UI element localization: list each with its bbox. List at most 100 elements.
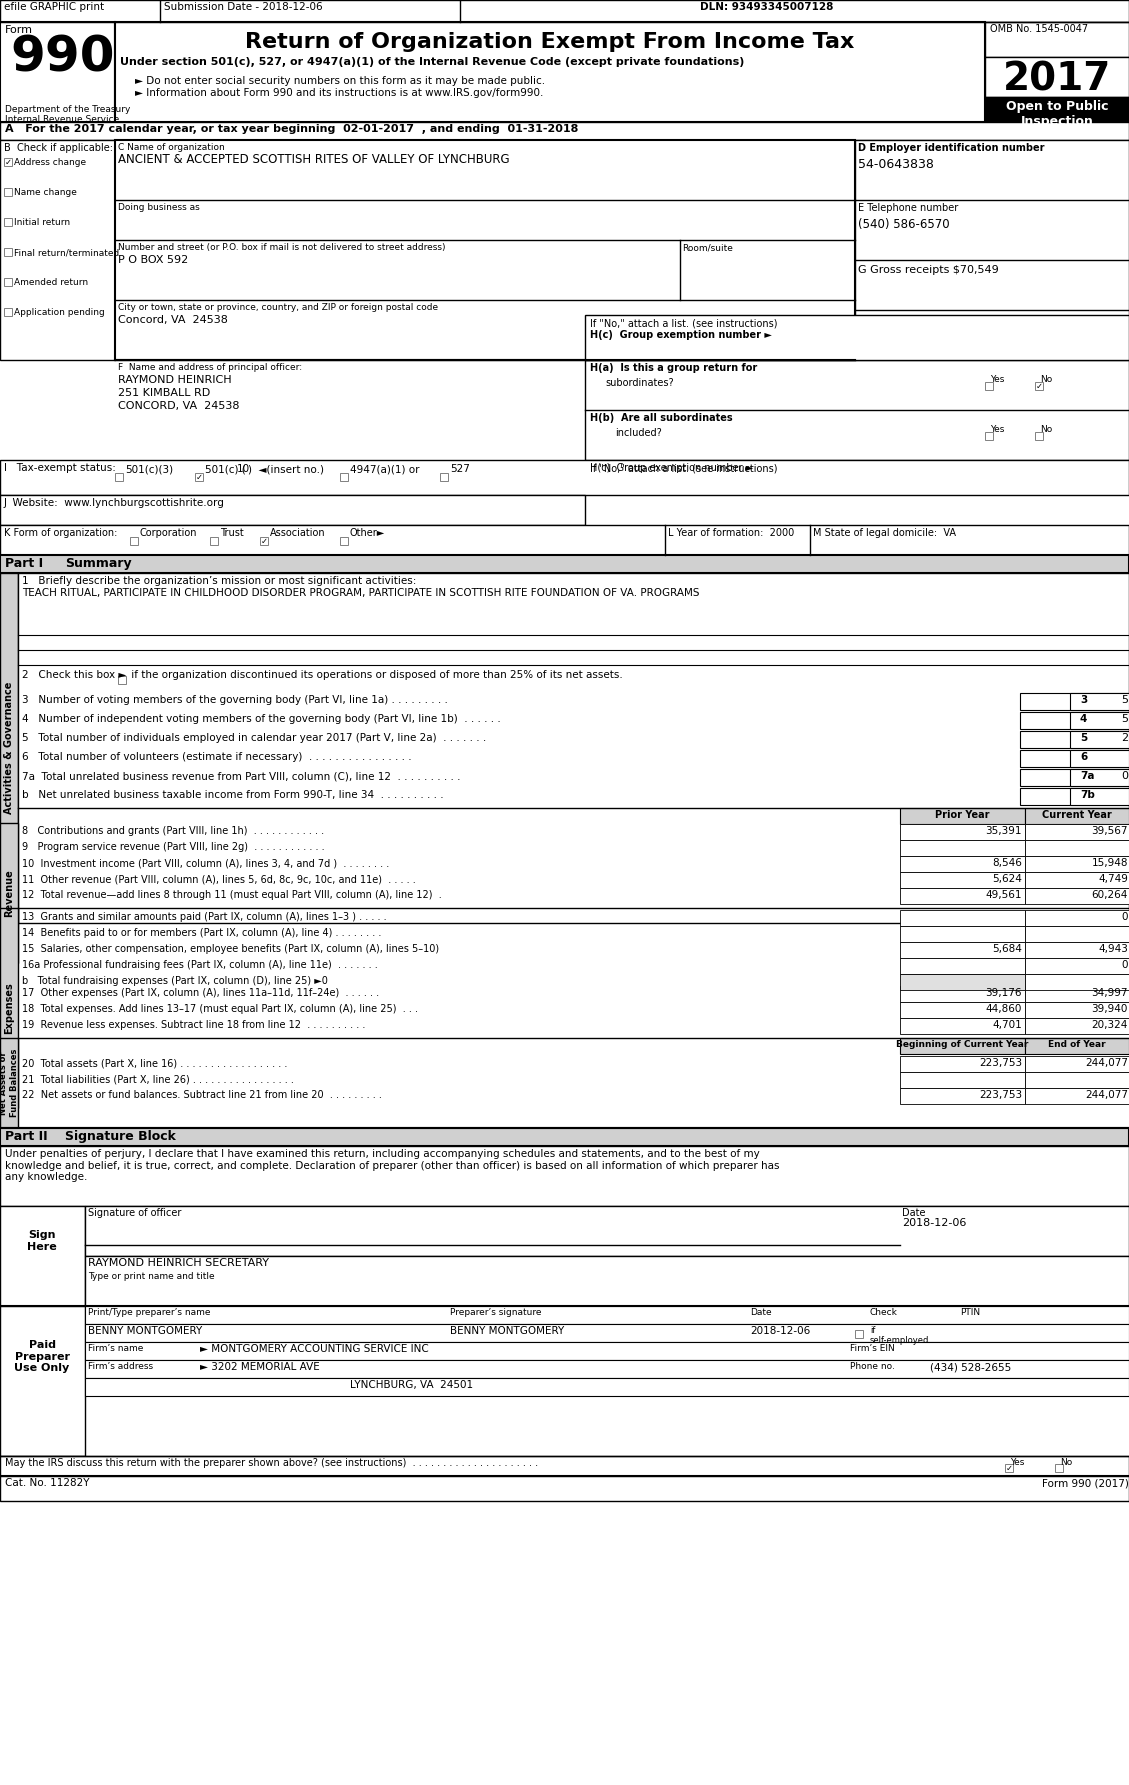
- Text: Signature of officer: Signature of officer: [88, 1208, 182, 1217]
- Text: Form 990 (2017): Form 990 (2017): [1042, 1478, 1129, 1489]
- Text: BENNY MONTGOMERY: BENNY MONTGOMERY: [88, 1326, 202, 1335]
- Text: Expenses: Expenses: [5, 982, 14, 1034]
- Text: 8,546: 8,546: [992, 859, 1022, 868]
- Bar: [1005, 1464, 1013, 1473]
- Bar: [900, 887, 1025, 903]
- Bar: [900, 942, 1025, 959]
- Bar: [0, 1146, 1129, 1207]
- Text: 16a Professional fundraising fees (Part IX, column (A), line 11e)  . . . . . . .: 16a Professional fundraising fees (Part …: [21, 960, 378, 969]
- Bar: [984, 21, 1129, 57]
- Bar: [119, 677, 126, 684]
- Bar: [1025, 809, 1129, 825]
- Text: Doing business as: Doing business as: [119, 203, 200, 212]
- Bar: [1025, 857, 1129, 873]
- Text: 49,561: 49,561: [986, 891, 1022, 900]
- Text: Yes: Yes: [990, 375, 1005, 384]
- Text: Print/Type preparer’s name: Print/Type preparer’s name: [88, 1308, 210, 1317]
- Text: Concord, VA  24538: Concord, VA 24538: [119, 314, 228, 325]
- Text: 34,997: 34,997: [1092, 989, 1128, 998]
- Text: 5: 5: [1080, 734, 1087, 743]
- Text: ► Do not enter social security numbers on this form as it may be made public.: ► Do not enter social security numbers o…: [135, 77, 545, 86]
- Text: Name change: Name change: [14, 187, 77, 196]
- Text: Open to Public
Inspection: Open to Public Inspection: [1006, 100, 1109, 129]
- Text: Department of the Treasury
Internal Revenue Service: Department of the Treasury Internal Reve…: [5, 105, 130, 125]
- Bar: [5, 187, 12, 196]
- Text: J  Website:  www.lynchburgscottishrite.org: J Website: www.lynchburgscottishrite.org: [5, 498, 225, 509]
- Bar: [18, 573, 1129, 923]
- Text: 2: 2: [1121, 734, 1128, 743]
- Text: 223,753: 223,753: [979, 1091, 1022, 1100]
- Text: 22  Net assets or fund balances. Subtract line 21 from line 20  . . . . . . . . : 22 Net assets or fund balances. Subtract…: [21, 1091, 382, 1100]
- Text: Final return/terminated: Final return/terminated: [14, 248, 120, 257]
- Text: Amended return: Amended return: [14, 278, 88, 287]
- Bar: [1025, 926, 1129, 942]
- Bar: [585, 361, 1129, 461]
- Bar: [0, 525, 1129, 555]
- Bar: [1054, 1464, 1064, 1473]
- Bar: [0, 139, 115, 361]
- Text: Firm’s EIN: Firm’s EIN: [850, 1344, 895, 1353]
- Text: Number and street (or P.O. box if mail is not delivered to street address): Number and street (or P.O. box if mail i…: [119, 243, 446, 252]
- Bar: [900, 1017, 1025, 1034]
- Text: Return of Organization Exempt From Income Tax: Return of Organization Exempt From Incom…: [245, 32, 855, 52]
- Bar: [85, 1307, 1129, 1324]
- Text: 5: 5: [1121, 714, 1128, 725]
- Text: M State of legal domicile:  VA: M State of legal domicile: VA: [813, 528, 956, 537]
- Text: TEACH RITUAL, PARTICIPATE IN CHILDHOOD DISORDER PROGRAM, PARTICIPATE IN SCOTTISH: TEACH RITUAL, PARTICIPATE IN CHILDHOOD D…: [21, 587, 700, 598]
- Text: Type or print name and title: Type or print name and title: [88, 1273, 215, 1282]
- Bar: [0, 1128, 1129, 1146]
- Text: 501(c) (: 501(c) (: [205, 464, 246, 475]
- Text: Yes: Yes: [990, 425, 1005, 434]
- Bar: [1070, 732, 1129, 748]
- Bar: [0, 573, 18, 923]
- Text: 0: 0: [1121, 912, 1128, 923]
- Text: (434) 528-2655: (434) 528-2655: [930, 1362, 1012, 1373]
- Text: 6   Total number of volunteers (estimate if necessary)  . . . . . . . . . . . . : 6 Total number of volunteers (estimate i…: [21, 751, 412, 762]
- Text: ✓: ✓: [1006, 1464, 1013, 1473]
- Text: Beginning of Current Year: Beginning of Current Year: [895, 1041, 1029, 1050]
- Bar: [0, 21, 115, 121]
- Bar: [1019, 787, 1129, 805]
- Bar: [1019, 712, 1129, 728]
- Bar: [85, 1257, 1129, 1307]
- Text: Net Assets or
Fund Balances: Net Assets or Fund Balances: [0, 1050, 19, 1117]
- Text: Cat. No. 11282Y: Cat. No. 11282Y: [5, 1478, 89, 1489]
- Text: 9   Program service revenue (Part VIII, line 2g)  . . . . . . . . . . . .: 9 Program service revenue (Part VIII, li…: [21, 843, 325, 851]
- Text: Yes: Yes: [1010, 1458, 1024, 1467]
- Text: E Telephone number: E Telephone number: [858, 203, 959, 212]
- Text: 21  Total liabilities (Part X, line 26) . . . . . . . . . . . . . . . . .: 21 Total liabilities (Part X, line 26) .…: [21, 1075, 294, 1083]
- Text: LYNCHBURG, VA  24501: LYNCHBURG, VA 24501: [350, 1380, 473, 1391]
- Text: 990: 990: [10, 32, 114, 80]
- Bar: [0, 0, 1129, 21]
- Bar: [1025, 1039, 1129, 1053]
- Text: C Name of organization: C Name of organization: [119, 143, 225, 152]
- Text: Revenue: Revenue: [5, 869, 14, 917]
- Bar: [984, 432, 994, 439]
- Text: G Gross receipts $70,549: G Gross receipts $70,549: [858, 264, 999, 275]
- Text: 244,077: 244,077: [1085, 1059, 1128, 1067]
- Text: 54-0643838: 54-0643838: [858, 159, 934, 171]
- Text: if the organization discontinued its operations or disposed of more than 25% of : if the organization discontinued its ope…: [128, 669, 623, 680]
- Bar: [585, 314, 1129, 361]
- Bar: [900, 926, 1025, 942]
- Text: D Employer identification number: D Employer identification number: [858, 143, 1044, 154]
- Text: 7b: 7b: [1080, 791, 1095, 800]
- Bar: [900, 959, 1025, 975]
- Text: 3: 3: [1080, 694, 1087, 705]
- Bar: [1035, 382, 1043, 389]
- Text: H(c)  Group exemption number ►: H(c) Group exemption number ►: [590, 462, 753, 473]
- Text: 4947(a)(1) or: 4947(a)(1) or: [350, 464, 420, 475]
- Text: F  Name and address of principal officer:: F Name and address of principal officer:: [119, 362, 303, 371]
- Text: (540) 586-6570: (540) 586-6570: [858, 218, 949, 230]
- Text: CONCORD, VA  24538: CONCORD, VA 24538: [119, 402, 239, 411]
- Bar: [1025, 1057, 1129, 1073]
- Bar: [1025, 910, 1129, 926]
- Text: RAYMOND HEINRICH SECRETARY: RAYMOND HEINRICH SECRETARY: [88, 1258, 269, 1267]
- Bar: [440, 473, 448, 480]
- Text: End of Year: End of Year: [1048, 1041, 1105, 1050]
- Text: Prior Year: Prior Year: [935, 810, 989, 819]
- Text: Date: Date: [902, 1208, 926, 1217]
- Text: Association: Association: [270, 528, 325, 537]
- Text: H(c)  Group exemption number ►: H(c) Group exemption number ►: [590, 330, 772, 339]
- Bar: [0, 1207, 85, 1307]
